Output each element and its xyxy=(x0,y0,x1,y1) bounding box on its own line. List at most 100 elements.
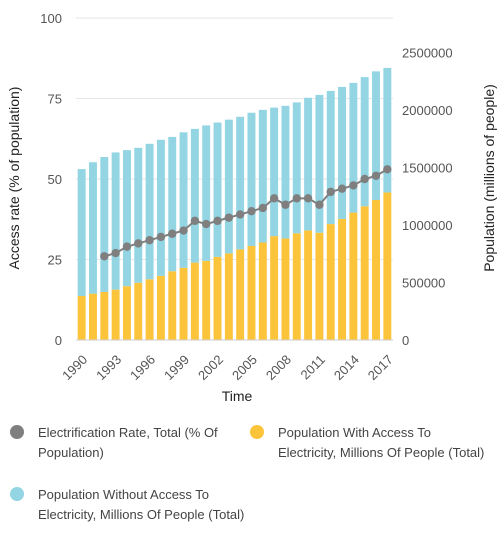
rate-point xyxy=(269,194,279,203)
legend-item-rate[interactable]: Electrification Rate, Total (% Of Popula… xyxy=(10,423,240,463)
bar-with-access xyxy=(349,212,358,340)
legend-marker-rate xyxy=(10,425,24,439)
x-tick-label: 2011 xyxy=(298,352,328,382)
bar-without-access xyxy=(168,136,177,272)
rate-point xyxy=(292,194,301,203)
bar-with-access xyxy=(213,256,222,340)
rate-point xyxy=(179,226,188,235)
chart-svg: 0 25 50 75 100 0 500000 1000000 1500000 2000000 25… xyxy=(6,11,497,404)
bar-without-access xyxy=(202,125,211,261)
bar-without-access xyxy=(134,147,143,283)
bar-with-access xyxy=(100,291,109,340)
y2-axis-title: Population (millions of people) xyxy=(481,84,497,272)
rate-point xyxy=(326,187,335,197)
bar-without-access xyxy=(360,77,369,207)
bar-with-access xyxy=(292,233,301,340)
bar-with-access xyxy=(145,279,154,340)
chart: 0 25 50 75 100 0 500000 1000000 1500000 2000000 25… xyxy=(6,11,497,404)
bar-with-access xyxy=(202,260,211,340)
x-tick-label: 2017 xyxy=(365,352,396,383)
bar-with-access xyxy=(89,293,97,340)
rate-point xyxy=(156,232,166,242)
bar-with-access xyxy=(168,271,177,340)
bar-without-access xyxy=(122,150,131,287)
x-tick-label: 2002 xyxy=(195,352,226,383)
legend-marker-without-access xyxy=(10,487,24,501)
y-tick-label: 25 xyxy=(48,253,62,268)
y2-tick-label: 0 xyxy=(402,333,409,348)
bar-with-access xyxy=(122,286,131,340)
y-tick-label: 75 xyxy=(48,92,62,107)
rate-point xyxy=(111,248,120,258)
y-tick-label: 50 xyxy=(48,172,62,187)
y-axis-title: Access rate (% of population) xyxy=(6,87,22,270)
y2-tick-label: 1000000 xyxy=(402,218,453,233)
rate-point xyxy=(349,181,358,190)
bar-with-access xyxy=(224,253,233,340)
bar-without-access xyxy=(156,139,165,276)
x-tick-label: 2014 xyxy=(331,352,362,383)
rate-point xyxy=(258,203,268,213)
bar-without-access xyxy=(247,112,256,246)
bar-with-access xyxy=(77,295,86,340)
bar-with-access xyxy=(134,282,143,340)
legend-label-rate: Electrification Rate, Total (% Of Popula… xyxy=(38,425,218,460)
bar-with-access xyxy=(315,232,324,340)
bar-without-access xyxy=(281,105,290,239)
y2-tick-label: 2000000 xyxy=(402,103,453,118)
bar-with-access xyxy=(372,199,380,340)
bar-without-access xyxy=(372,71,380,200)
bar-without-access xyxy=(190,128,199,263)
bar-with-access xyxy=(281,238,290,340)
rate-point xyxy=(168,229,177,238)
rate-point xyxy=(337,184,347,193)
bar-with-access xyxy=(304,230,313,340)
y-tick-label: 0 xyxy=(55,333,62,348)
bar-with-access xyxy=(338,218,347,340)
x-axis-title: Time xyxy=(222,388,253,404)
bar-with-access xyxy=(179,267,188,340)
rate-point xyxy=(145,235,154,245)
rate-point xyxy=(100,252,109,261)
x-tick-label: 1990 xyxy=(59,352,90,383)
bar-without-access xyxy=(100,157,109,292)
bar-without-access xyxy=(326,90,335,225)
rate-point xyxy=(213,216,222,226)
rate-point xyxy=(371,171,381,180)
bar-with-access xyxy=(156,275,165,340)
bar-without-access xyxy=(383,67,392,193)
x-tick-label: 1996 xyxy=(127,352,158,383)
bar-without-access xyxy=(315,94,324,233)
rate-point xyxy=(315,200,324,209)
rate-point xyxy=(303,194,313,203)
rate-point xyxy=(190,216,200,226)
bar-without-access xyxy=(213,122,222,257)
bar-without-access xyxy=(338,86,347,219)
rate-point xyxy=(247,207,256,216)
rate-point xyxy=(122,242,132,251)
bar-without-access xyxy=(145,143,154,280)
legend-item-with-access[interactable]: Population With Access To Electricity, M… xyxy=(250,423,485,463)
bar-without-access xyxy=(304,97,313,231)
y-tick-label: 100 xyxy=(40,11,62,26)
bar-with-access xyxy=(111,289,120,340)
bar-without-access xyxy=(292,102,301,234)
x-tick-label: 1993 xyxy=(93,352,124,383)
bar-with-access xyxy=(236,249,245,340)
bar-without-access xyxy=(270,107,279,237)
rate-point xyxy=(134,239,143,248)
bar-without-access xyxy=(179,132,188,268)
x-tick-label: 1999 xyxy=(161,352,192,383)
bar-with-access xyxy=(190,262,199,340)
rate-point xyxy=(383,165,392,174)
bar-with-access xyxy=(247,245,256,340)
x-tick-label: 2008 xyxy=(263,352,294,383)
bar-without-access xyxy=(111,152,120,290)
bar-without-access xyxy=(224,119,233,254)
bar-with-access xyxy=(270,236,279,340)
bar-without-access xyxy=(77,169,86,296)
rate-point xyxy=(224,213,234,222)
legend-item-without-access[interactable]: Population Without Access To Electricity… xyxy=(10,485,245,525)
y2-tick-label: 2500000 xyxy=(402,46,453,61)
y2-tick-label: 500000 xyxy=(402,276,445,291)
